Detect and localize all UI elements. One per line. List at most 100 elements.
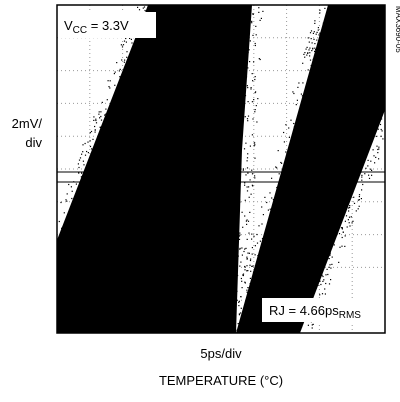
noise-dot [260, 268, 261, 269]
noise-dot [285, 124, 286, 125]
noise-dot [64, 240, 65, 241]
noise-dot [145, 10, 146, 11]
noise-dot [371, 175, 372, 176]
noise-dot [235, 131, 236, 132]
noise-dot [295, 161, 296, 162]
noise-dot [325, 261, 326, 262]
noise-dot [252, 73, 253, 74]
noise-dot [82, 144, 83, 145]
noise-dot [241, 308, 242, 309]
noise-dot [247, 219, 248, 220]
noise-dot [260, 256, 261, 257]
noise-dot [306, 89, 307, 90]
noise-dot [318, 50, 319, 51]
noise-dot [378, 148, 379, 149]
noise-dot [312, 80, 313, 81]
noise-dot [120, 69, 121, 70]
noise-dot [247, 253, 248, 254]
noise-dot [349, 222, 350, 223]
noise-dot [273, 238, 274, 239]
noise-dot [279, 173, 280, 174]
noise-dot [139, 49, 140, 50]
noise-dot [105, 118, 106, 119]
noise-dot [254, 175, 255, 176]
noise-dot [249, 212, 250, 213]
noise-dot [124, 62, 125, 63]
noise-dot [66, 201, 67, 202]
noise-dot [139, 45, 140, 46]
noise-dot [331, 25, 332, 26]
noise-dot [366, 141, 367, 142]
noise-dot [236, 179, 237, 180]
noise-dot [256, 234, 257, 235]
noise-dot [252, 35, 253, 36]
noise-dot [129, 60, 130, 61]
noise-dot [366, 138, 367, 139]
noise-dot [271, 178, 272, 179]
chart: VCC = 3.3V RJ = 4.66psRMS MAX3690-05 2mV… [0, 0, 400, 397]
noise-dot [84, 196, 85, 197]
noise-dot [77, 205, 78, 206]
noise-dot [246, 325, 247, 326]
noise-dot [271, 197, 272, 198]
noise-dot [349, 225, 350, 226]
noise-dot [245, 116, 246, 117]
noise-dot [270, 209, 271, 210]
noise-dot [112, 121, 113, 122]
noise-dot [327, 274, 328, 275]
noise-dot [268, 243, 269, 244]
noise-dot [248, 186, 249, 187]
noise-dot [249, 304, 250, 305]
noise-dot [232, 264, 233, 265]
noise-dot [234, 218, 235, 219]
noise-dot [289, 137, 290, 138]
noise-dot [257, 98, 258, 99]
noise-dot [149, 6, 150, 7]
noise-dot [356, 210, 357, 211]
noise-dot [83, 164, 84, 165]
noise-dot [253, 272, 254, 273]
noise-dot [96, 159, 97, 160]
noise-dot [311, 30, 312, 31]
noise-dot [79, 160, 80, 161]
noise-dot [241, 278, 242, 279]
noise-dot [310, 32, 311, 33]
noise-dot [313, 287, 314, 288]
noise-dot [337, 221, 338, 222]
noise-dot [309, 48, 310, 49]
noise-dot [356, 177, 357, 178]
noise-dot [297, 87, 298, 88]
noise-dot [72, 191, 73, 192]
noise-dot [328, 41, 329, 42]
noise-dot [375, 157, 376, 158]
noise-dot [255, 109, 256, 110]
noise-dot [332, 233, 333, 234]
rj-main: RJ = 4.66ps [269, 303, 339, 318]
noise-dot [120, 100, 121, 101]
noise-dot [262, 11, 263, 12]
noise-dot [247, 87, 248, 88]
noise-dot [236, 161, 237, 162]
noise-dot [307, 121, 308, 122]
noise-dot [244, 269, 245, 270]
noise-dot [243, 23, 244, 24]
noise-dot [304, 57, 305, 58]
noise-dot [246, 257, 247, 258]
noise-dot [237, 224, 238, 225]
noise-dot [373, 149, 374, 150]
noise-dot [327, 242, 328, 243]
noise-dot [330, 253, 331, 254]
noise-dot [328, 235, 329, 236]
noise-dot [369, 125, 370, 126]
noise-dot [322, 276, 323, 277]
noise-dot [314, 290, 315, 291]
noise-dot [307, 91, 308, 92]
noise-dot [289, 330, 290, 331]
noise-dot [334, 244, 335, 245]
noise-dot [352, 222, 353, 223]
noise-dot [107, 130, 108, 131]
noise-dot [93, 165, 94, 166]
noise-dot [253, 14, 254, 15]
noise-dot [241, 281, 242, 282]
noise-dot [331, 264, 332, 265]
